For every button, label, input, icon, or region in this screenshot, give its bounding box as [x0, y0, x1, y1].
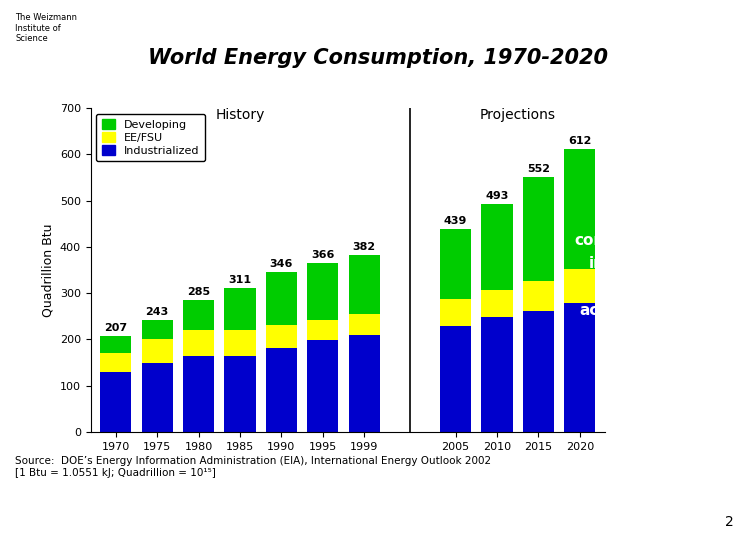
Y-axis label: Quadrillion Btu: Quadrillion Btu [42, 223, 54, 317]
Text: Energy
consumption
increases
at an
accelerated
rate: Energy consumption increases at an accel… [574, 210, 685, 341]
Text: 552: 552 [527, 164, 550, 174]
Text: 439: 439 [444, 216, 467, 226]
Bar [100, 353, 131, 372]
Bar [523, 281, 554, 310]
Text: History: History [215, 108, 265, 122]
Bar [100, 336, 131, 353]
Text: 382: 382 [353, 242, 376, 252]
Bar [141, 340, 172, 362]
Legend: Developing, EE/FSU, Industrialized: Developing, EE/FSU, Industrialized [96, 113, 205, 161]
Bar [308, 262, 339, 320]
Bar [266, 325, 297, 348]
Bar [523, 177, 554, 281]
Bar [183, 300, 214, 330]
Text: 2: 2 [724, 515, 733, 529]
Bar [482, 291, 513, 317]
Text: Projections: Projections [480, 108, 556, 122]
Bar [183, 356, 214, 432]
Text: 285: 285 [187, 287, 210, 298]
Bar [440, 229, 471, 299]
Bar [565, 268, 596, 303]
Bar [141, 362, 172, 432]
Bar [482, 204, 513, 291]
Bar [266, 272, 297, 325]
Text: Source:  DOE’s Energy Information Administration (EIA), International Energy Out: Source: DOE’s Energy Information Adminis… [15, 456, 491, 478]
Text: 612: 612 [569, 136, 592, 146]
Bar [440, 327, 471, 432]
Bar [349, 314, 380, 335]
Bar [308, 340, 339, 432]
Text: World Energy Consumption, 1970-2020: World Energy Consumption, 1970-2020 [148, 48, 608, 68]
Bar [308, 320, 339, 340]
Text: 243: 243 [145, 307, 169, 317]
Bar [183, 330, 214, 356]
Text: 311: 311 [228, 275, 252, 285]
Bar [225, 330, 256, 356]
Bar [141, 320, 172, 340]
Bar [565, 148, 596, 268]
Bar [349, 255, 380, 314]
Text: The Weizmann
Institute of
Science: The Weizmann Institute of Science [15, 14, 77, 43]
Bar [225, 356, 256, 432]
Bar [100, 372, 131, 432]
Bar [565, 303, 596, 432]
Text: 207: 207 [104, 323, 127, 333]
Bar [225, 288, 256, 330]
Bar [440, 299, 471, 327]
Bar [523, 310, 554, 432]
Bar [266, 348, 297, 432]
Bar [482, 317, 513, 432]
Bar [349, 335, 380, 432]
Text: 493: 493 [485, 191, 509, 201]
Text: 346: 346 [270, 259, 293, 269]
Text: 366: 366 [311, 250, 335, 260]
